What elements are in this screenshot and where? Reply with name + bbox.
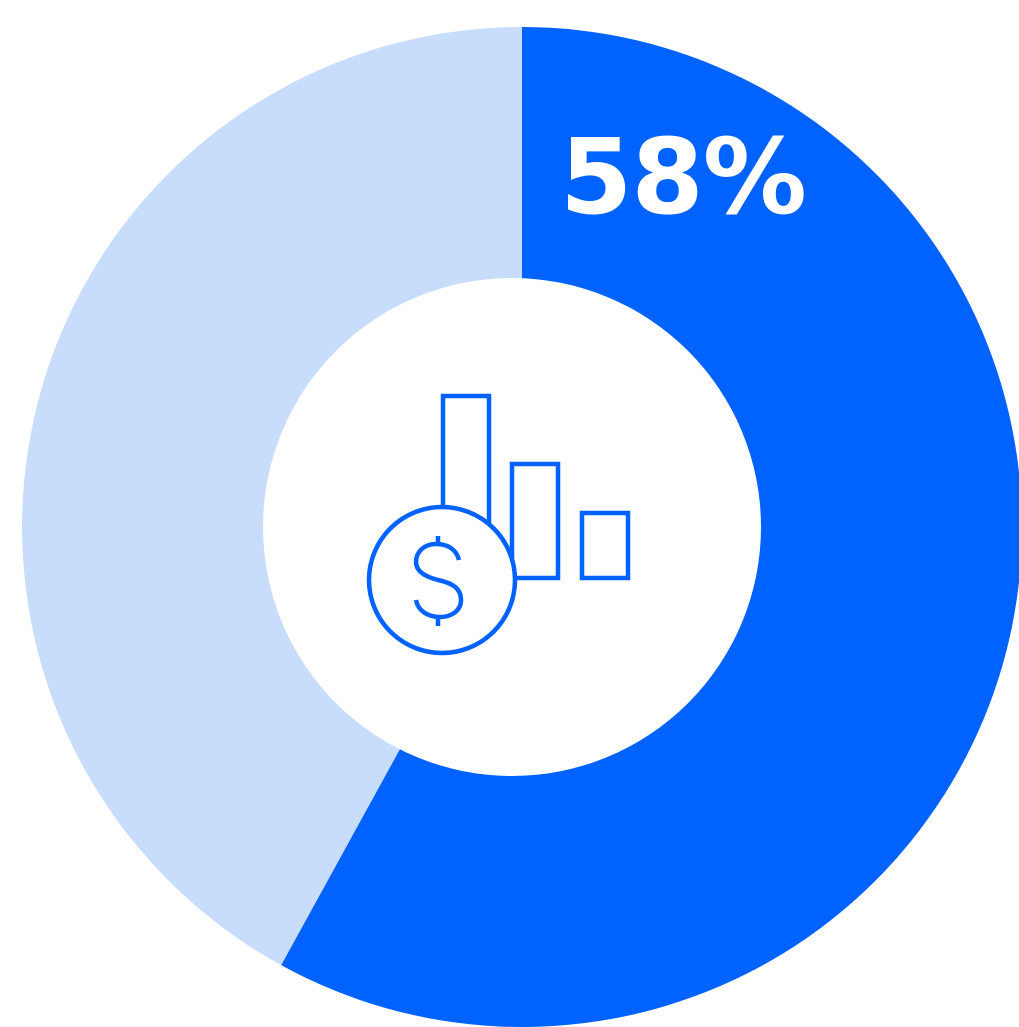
slice-label-58: 58% — [560, 116, 806, 238]
dollar-coin-bar-chart-icon — [366, 393, 631, 656]
